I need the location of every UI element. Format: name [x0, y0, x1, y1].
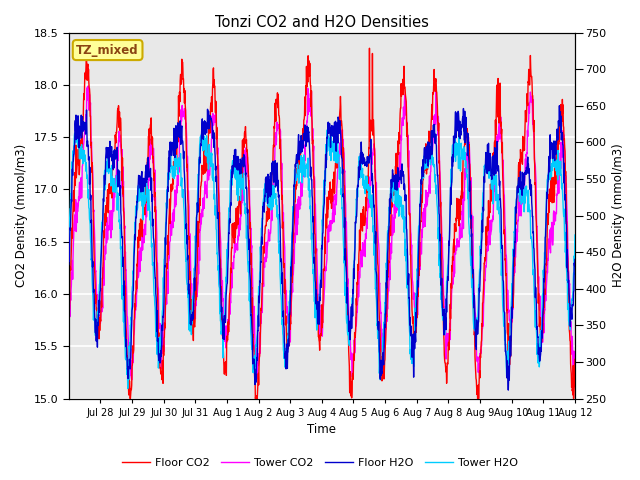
Tower H2O — [309, 257, 317, 263]
Tower CO2 — [300, 173, 307, 179]
Tower CO2 — [571, 361, 579, 367]
Tower H2O — [124, 385, 132, 391]
Floor H2O — [556, 103, 563, 108]
Tower H2O — [300, 172, 307, 178]
Line: Tower H2O: Tower H2O — [68, 124, 575, 388]
Floor CO2 — [516, 177, 524, 182]
Title: Tonzi CO2 and H2O Densities: Tonzi CO2 and H2O Densities — [215, 15, 429, 30]
Tower H2O — [73, 121, 81, 127]
Floor CO2 — [565, 311, 573, 317]
Tower H2O — [571, 232, 579, 238]
Y-axis label: CO2 Density (mmol/m3): CO2 Density (mmol/m3) — [15, 144, 28, 287]
Floor H2O — [441, 315, 449, 321]
Tower H2O — [65, 243, 72, 249]
Tower CO2 — [516, 204, 524, 210]
Floor CO2 — [299, 126, 307, 132]
Floor H2O — [299, 138, 307, 144]
Tower H2O — [516, 199, 524, 204]
Floor H2O — [308, 192, 316, 198]
Floor H2O — [571, 256, 579, 262]
Tower CO2 — [309, 126, 317, 132]
Tower CO2 — [65, 330, 72, 336]
Tower H2O — [565, 304, 573, 310]
Floor CO2 — [571, 357, 579, 362]
Floor CO2 — [126, 396, 134, 401]
Floor H2O — [144, 164, 152, 169]
Tower CO2 — [128, 377, 136, 383]
Line: Floor H2O: Floor H2O — [68, 106, 575, 390]
Floor H2O — [504, 387, 512, 393]
Floor CO2 — [442, 360, 449, 366]
Line: Floor CO2: Floor CO2 — [68, 48, 575, 398]
Floor CO2 — [65, 319, 72, 325]
X-axis label: Time: Time — [307, 423, 336, 436]
Floor CO2 — [365, 46, 373, 51]
Tower H2O — [145, 188, 152, 193]
Legend: Floor CO2, Tower CO2, Floor H2O, Tower H2O: Floor CO2, Tower CO2, Floor H2O, Tower H… — [118, 453, 522, 472]
Tower CO2 — [84, 83, 92, 89]
Y-axis label: H2O Density (mmol/m3): H2O Density (mmol/m3) — [612, 144, 625, 288]
Line: Tower CO2: Tower CO2 — [68, 86, 575, 380]
Floor H2O — [515, 184, 523, 190]
Text: TZ_mixed: TZ_mixed — [76, 44, 139, 57]
Floor CO2 — [308, 141, 316, 147]
Tower CO2 — [565, 276, 573, 282]
Tower H2O — [442, 313, 449, 319]
Floor CO2 — [145, 147, 152, 153]
Tower CO2 — [145, 180, 152, 185]
Tower CO2 — [442, 304, 449, 310]
Floor H2O — [65, 262, 72, 267]
Floor H2O — [565, 290, 573, 296]
